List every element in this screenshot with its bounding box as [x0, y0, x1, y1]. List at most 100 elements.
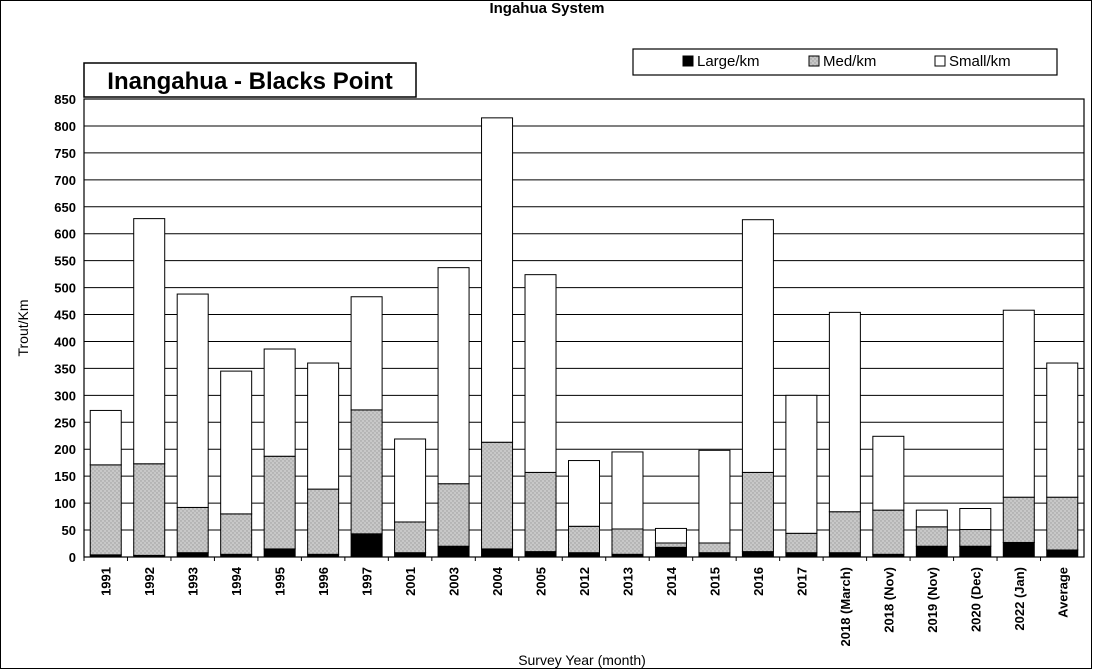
- x-axis-label: Survey Year (month): [518, 652, 646, 668]
- bar-large-km: [785, 552, 818, 558]
- bar-med-km: [915, 526, 948, 547]
- bar-small-km: [1046, 362, 1079, 498]
- x-tick-label: 2013: [620, 567, 635, 596]
- bar-large-km: [915, 545, 948, 558]
- x-tick-label: 2018 (Nov): [881, 567, 896, 633]
- bar-small-km: [915, 509, 948, 528]
- y-tick-label: 350: [54, 361, 76, 376]
- x-tick-label: 1991: [99, 567, 114, 596]
- bar-med-km: [524, 471, 557, 553]
- bar-small-km: [437, 267, 470, 485]
- x-tick-label: 2003: [447, 567, 462, 596]
- y-tick-label: 700: [54, 173, 76, 188]
- bar-large-km: [828, 552, 861, 558]
- x-tick-label: 1996: [316, 567, 331, 596]
- bar-large-km: [741, 551, 774, 558]
- bar-med-km: [828, 511, 861, 554]
- bar-small-km: [959, 508, 992, 531]
- bar-small-km: [568, 460, 600, 527]
- bar-med-km: [481, 441, 514, 550]
- bar-small-km: [698, 449, 731, 544]
- legend-label: Large/km: [697, 53, 760, 70]
- x-tick-label: 2017: [794, 567, 809, 596]
- bar-large-km: [524, 551, 557, 558]
- bar-large-km: [568, 552, 600, 558]
- bar-large-km: [654, 546, 687, 558]
- x-tick-label: 1997: [360, 567, 375, 596]
- bar-med-km: [394, 521, 427, 554]
- bar-small-km: [654, 527, 687, 544]
- bar-large-km: [263, 548, 296, 558]
- bar-med-km: [872, 509, 905, 555]
- y-tick-label: 600: [54, 227, 76, 242]
- bar-large-km: [1046, 549, 1079, 558]
- x-tick-label: 2001: [403, 567, 418, 596]
- x-ticks: 1991 1992 1993 1994 1995 1996 1997 2001 2003 2004…: [83, 557, 1070, 646]
- bar-small-km: [220, 370, 253, 515]
- x-tick-label: 2020 (Dec): [968, 567, 983, 632]
- y-axis-label: Trout/Km: [15, 299, 31, 356]
- bar-small-km: [524, 274, 557, 473]
- bar-med-km: [133, 463, 166, 556]
- bar-med-km: [263, 455, 296, 550]
- bar-large-km: [481, 548, 514, 558]
- x-tick-label: 2004: [490, 566, 505, 596]
- bar-small-km: [481, 117, 514, 443]
- legend-swatch: [934, 55, 946, 67]
- bar-med-km: [741, 471, 774, 553]
- legend-swatch: [808, 55, 820, 67]
- x-tick-label: 2022 (Jan): [1012, 567, 1027, 631]
- bar-small-km: [263, 348, 296, 457]
- bar-small-km: [828, 311, 861, 513]
- y-tick-label: 100: [54, 496, 76, 511]
- bar-med-km: [698, 542, 731, 554]
- y-tick-label: 300: [54, 388, 76, 403]
- bar-small-km: [350, 296, 383, 411]
- bar-small-km: [133, 218, 166, 465]
- bar-med-km: [959, 529, 992, 547]
- x-tick-label: 2019 (Nov): [925, 567, 940, 633]
- bar-large-km: [350, 533, 383, 558]
- y-tick-label: 250: [54, 415, 76, 430]
- legend-label: Small/km: [949, 53, 1011, 70]
- bar-small-km: [872, 435, 905, 511]
- x-tick-label: 1995: [273, 567, 288, 596]
- plot-area-border: [83, 98, 1085, 558]
- legend-label: Med/km: [823, 53, 876, 70]
- bar-small-km: [89, 409, 122, 466]
- bar-med-km: [1046, 496, 1079, 551]
- top-title: Ingahua System: [489, 0, 604, 17]
- bar-small-km: [741, 219, 774, 473]
- chart-title-box: Inangahua - Blacks Point: [83, 62, 417, 98]
- y-tick-label: 550: [54, 254, 76, 269]
- bar-large-km: [437, 545, 470, 558]
- legend-swatch: [682, 55, 694, 67]
- bar-med-km: [785, 532, 818, 554]
- bar-med-km: [654, 542, 687, 548]
- y-tick-label: 650: [54, 200, 76, 215]
- bar-med-km: [1002, 496, 1035, 543]
- x-tick-label: 2014: [664, 566, 679, 596]
- bar-small-km: [394, 438, 427, 523]
- y-tick-label: 800: [54, 119, 76, 134]
- x-tick-label: 2018 (March): [838, 567, 853, 646]
- y-tick-label: 450: [54, 308, 76, 323]
- x-tick-label: 2012: [577, 567, 592, 596]
- bar-small-km: [785, 394, 818, 534]
- bar-med-km: [220, 513, 253, 555]
- bar-med-km: [176, 506, 209, 554]
- y-ticks: 0 50 100 150 200 250 300 350 400 450 500 550 600 650 7…: [54, 92, 76, 565]
- bar-small-km: [176, 293, 209, 508]
- bar-small-km: [611, 451, 644, 530]
- y-tick-label: 0: [69, 550, 76, 565]
- bar-large-km: [1002, 541, 1035, 558]
- bar-large-km: [698, 552, 731, 558]
- bar-small-km: [1002, 309, 1035, 498]
- y-tick-label: 750: [54, 146, 76, 161]
- bar-small-km: [307, 362, 340, 490]
- x-tick-label: 1993: [186, 567, 201, 596]
- bars: [89, 117, 1079, 558]
- y-tick-label: 200: [54, 442, 76, 457]
- x-tick-label: 2016: [751, 567, 766, 596]
- bar-med-km: [350, 409, 383, 535]
